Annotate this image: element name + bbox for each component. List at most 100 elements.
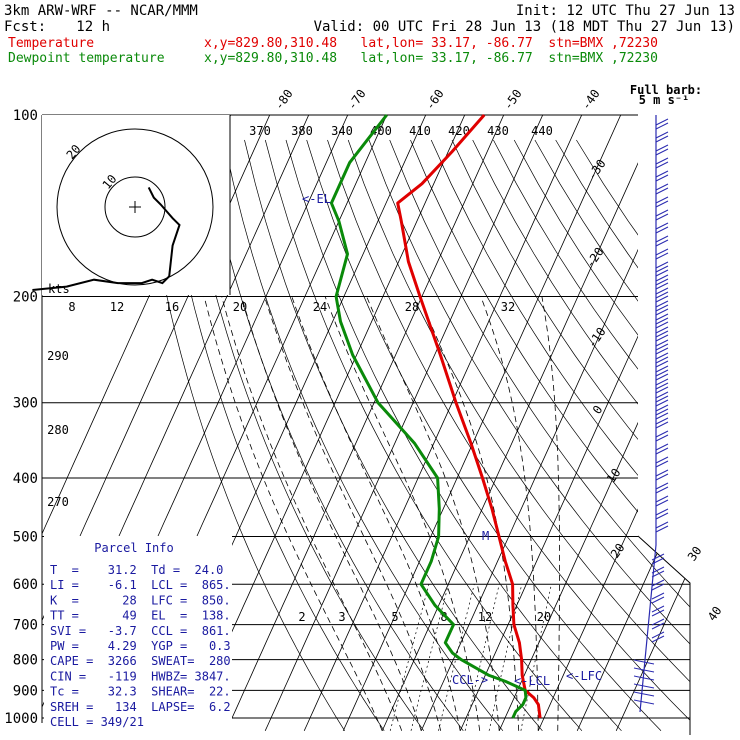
el-marker: <-EL (302, 192, 331, 206)
mixing-ratio-upper-label: 24 (313, 300, 327, 314)
moist-adiabat (541, 296, 560, 731)
wind-barb (655, 356, 669, 364)
wind-barb (651, 596, 665, 604)
wind-barb (655, 525, 669, 533)
ccl-marker: CCL-> (452, 673, 488, 687)
parcel-info-row: K = 28 LFC = 850. (50, 593, 231, 607)
wind-barb (655, 287, 669, 295)
wind-barb (655, 261, 669, 269)
wind-barb (655, 157, 669, 165)
moist-adiabat (264, 296, 442, 731)
temperature-line (396, 114, 542, 719)
mixing-ratio-line (389, 584, 430, 731)
mixing-ratio-line (520, 584, 552, 731)
wind-barb (655, 386, 669, 394)
sounding-series: <-EL M CCL-> <-LCL <-LFC (302, 114, 602, 719)
hodograph-trace (32, 186, 181, 291)
wind-barb (655, 248, 669, 256)
wind-barb (655, 235, 669, 243)
mixing-ratio-upper-label: 32 (501, 300, 515, 314)
mixing-ratio-lower-label: 12 (478, 610, 492, 624)
wind-barb (655, 339, 669, 347)
mixing-ratio-lower-label: 3 (338, 610, 345, 624)
wind-barb (655, 473, 669, 481)
isotherm (498, 115, 690, 731)
theta-top-label: 380 (291, 124, 313, 138)
isotherm (264, 115, 544, 731)
wind-barb (651, 583, 665, 591)
wind-barb (655, 300, 669, 308)
theta-top-label: 430 (487, 124, 509, 138)
wind-barb (655, 269, 669, 277)
barb-legend-line1: Full barb: (630, 83, 702, 97)
wind-barb (655, 278, 669, 286)
wind-barb (655, 373, 669, 381)
fcst-value: 12 h (76, 19, 110, 35)
wind-barb (655, 369, 669, 377)
moist-adiabat (366, 296, 500, 731)
wind-barb (655, 183, 669, 191)
wind-barb (655, 308, 669, 316)
m-marker: M (482, 529, 489, 543)
wind-barb (655, 434, 669, 442)
isotherm-right-label: 40 (705, 604, 725, 624)
wind-barb (655, 282, 669, 290)
moist-adiabat (241, 296, 422, 731)
moist-adiabat (324, 296, 481, 731)
wind-barb (655, 352, 669, 360)
wind-barb (655, 443, 669, 451)
init-time: Init: 12 UTC Thu 27 Jun 13 (516, 3, 735, 19)
wind-barb (655, 421, 669, 429)
parcel-info-row: TT = 49 EL = 138. (50, 609, 231, 623)
isotherm-right-label: -10 (585, 325, 609, 351)
model-title: 3km ARW-WRF -- NCAR/MMM (4, 3, 198, 19)
parcel-info-title: Parcel Info (94, 541, 173, 555)
wind-barb (655, 334, 669, 342)
wind-barbs (633, 115, 669, 713)
lfc-marker: <-LFC (566, 669, 602, 683)
wind-barb (655, 326, 669, 334)
dewpoint-location: x,y=829.80,310.48 lat,lon= 33.17, -86.77… (204, 51, 658, 66)
wind-barb (655, 226, 669, 234)
wind-barb (655, 161, 669, 169)
moist-adiabat (203, 296, 383, 731)
mixing-ratio-upper-label: 20 (233, 300, 247, 314)
theta-top-label: 420 (448, 124, 470, 138)
moist-adiabat (418, 296, 520, 731)
isotherm-right-label: 20 (608, 541, 628, 561)
theta-top-label: 440 (531, 124, 553, 138)
parcel-info-row: SREH = 134 LAPSE= 6.2 (50, 700, 231, 714)
wind-barb (655, 417, 669, 425)
wind-barb (655, 313, 669, 321)
dry-adiabat (264, 139, 583, 732)
wind-barb (655, 391, 669, 399)
wind-barb (655, 174, 669, 182)
mixing-ratio-lower-label: 20 (537, 610, 551, 624)
dry-adiabat (181, 139, 425, 732)
wind-barb (655, 508, 669, 516)
isotherm (537, 115, 690, 731)
theta-left-label: 290 (47, 349, 69, 363)
isotherm (381, 115, 661, 731)
wind-barb (655, 347, 669, 355)
mixing-ratio-lower-label: 5 (391, 610, 398, 624)
isotherm-top-label: -50 (501, 87, 525, 113)
isotherm-top-label: -40 (579, 87, 603, 113)
wind-barb (655, 395, 669, 403)
wind-barb (655, 456, 669, 464)
isotherm (342, 115, 622, 731)
wind-barb (655, 321, 669, 329)
pressure-tick-label: 600 (13, 577, 38, 593)
wind-barb (655, 222, 669, 230)
hodograph-unit: kts (48, 282, 70, 296)
dry-adiabat (410, 139, 690, 732)
hodograph-background (42, 115, 230, 295)
parcel-info-row: CIN = -119 HWBZ= 3847. (50, 669, 231, 683)
wind-barb (633, 659, 655, 665)
dewpoint-legend: Dewpoint temperature (8, 51, 165, 66)
wind-barb (655, 252, 669, 260)
dry-adiabat (347, 139, 690, 732)
isotherm (576, 115, 690, 731)
parcel-info-row: SVI = -3.7 CCL = 861. (50, 624, 231, 638)
